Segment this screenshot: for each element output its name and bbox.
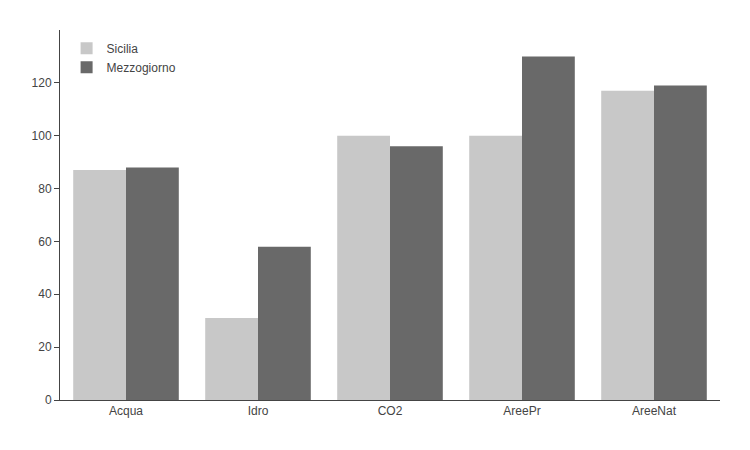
svg-text:Sicilia: Sicilia bbox=[107, 42, 139, 56]
svg-text:AreeNat: AreeNat bbox=[632, 404, 677, 418]
svg-text:Idro: Idro bbox=[248, 404, 269, 418]
svg-text:120: 120 bbox=[32, 76, 52, 90]
svg-text:Mezzogiorno: Mezzogiorno bbox=[107, 61, 176, 75]
svg-text:0: 0 bbox=[45, 393, 52, 407]
svg-text:40: 40 bbox=[38, 287, 52, 301]
svg-text:20: 20 bbox=[38, 340, 52, 354]
svg-text:AreePr: AreePr bbox=[503, 404, 540, 418]
svg-text:CO2: CO2 bbox=[378, 404, 403, 418]
svg-text:Acqua: Acqua bbox=[109, 404, 143, 418]
svg-text:60: 60 bbox=[38, 235, 52, 249]
svg-text:80: 80 bbox=[38, 182, 52, 196]
svg-text:100: 100 bbox=[32, 129, 52, 143]
